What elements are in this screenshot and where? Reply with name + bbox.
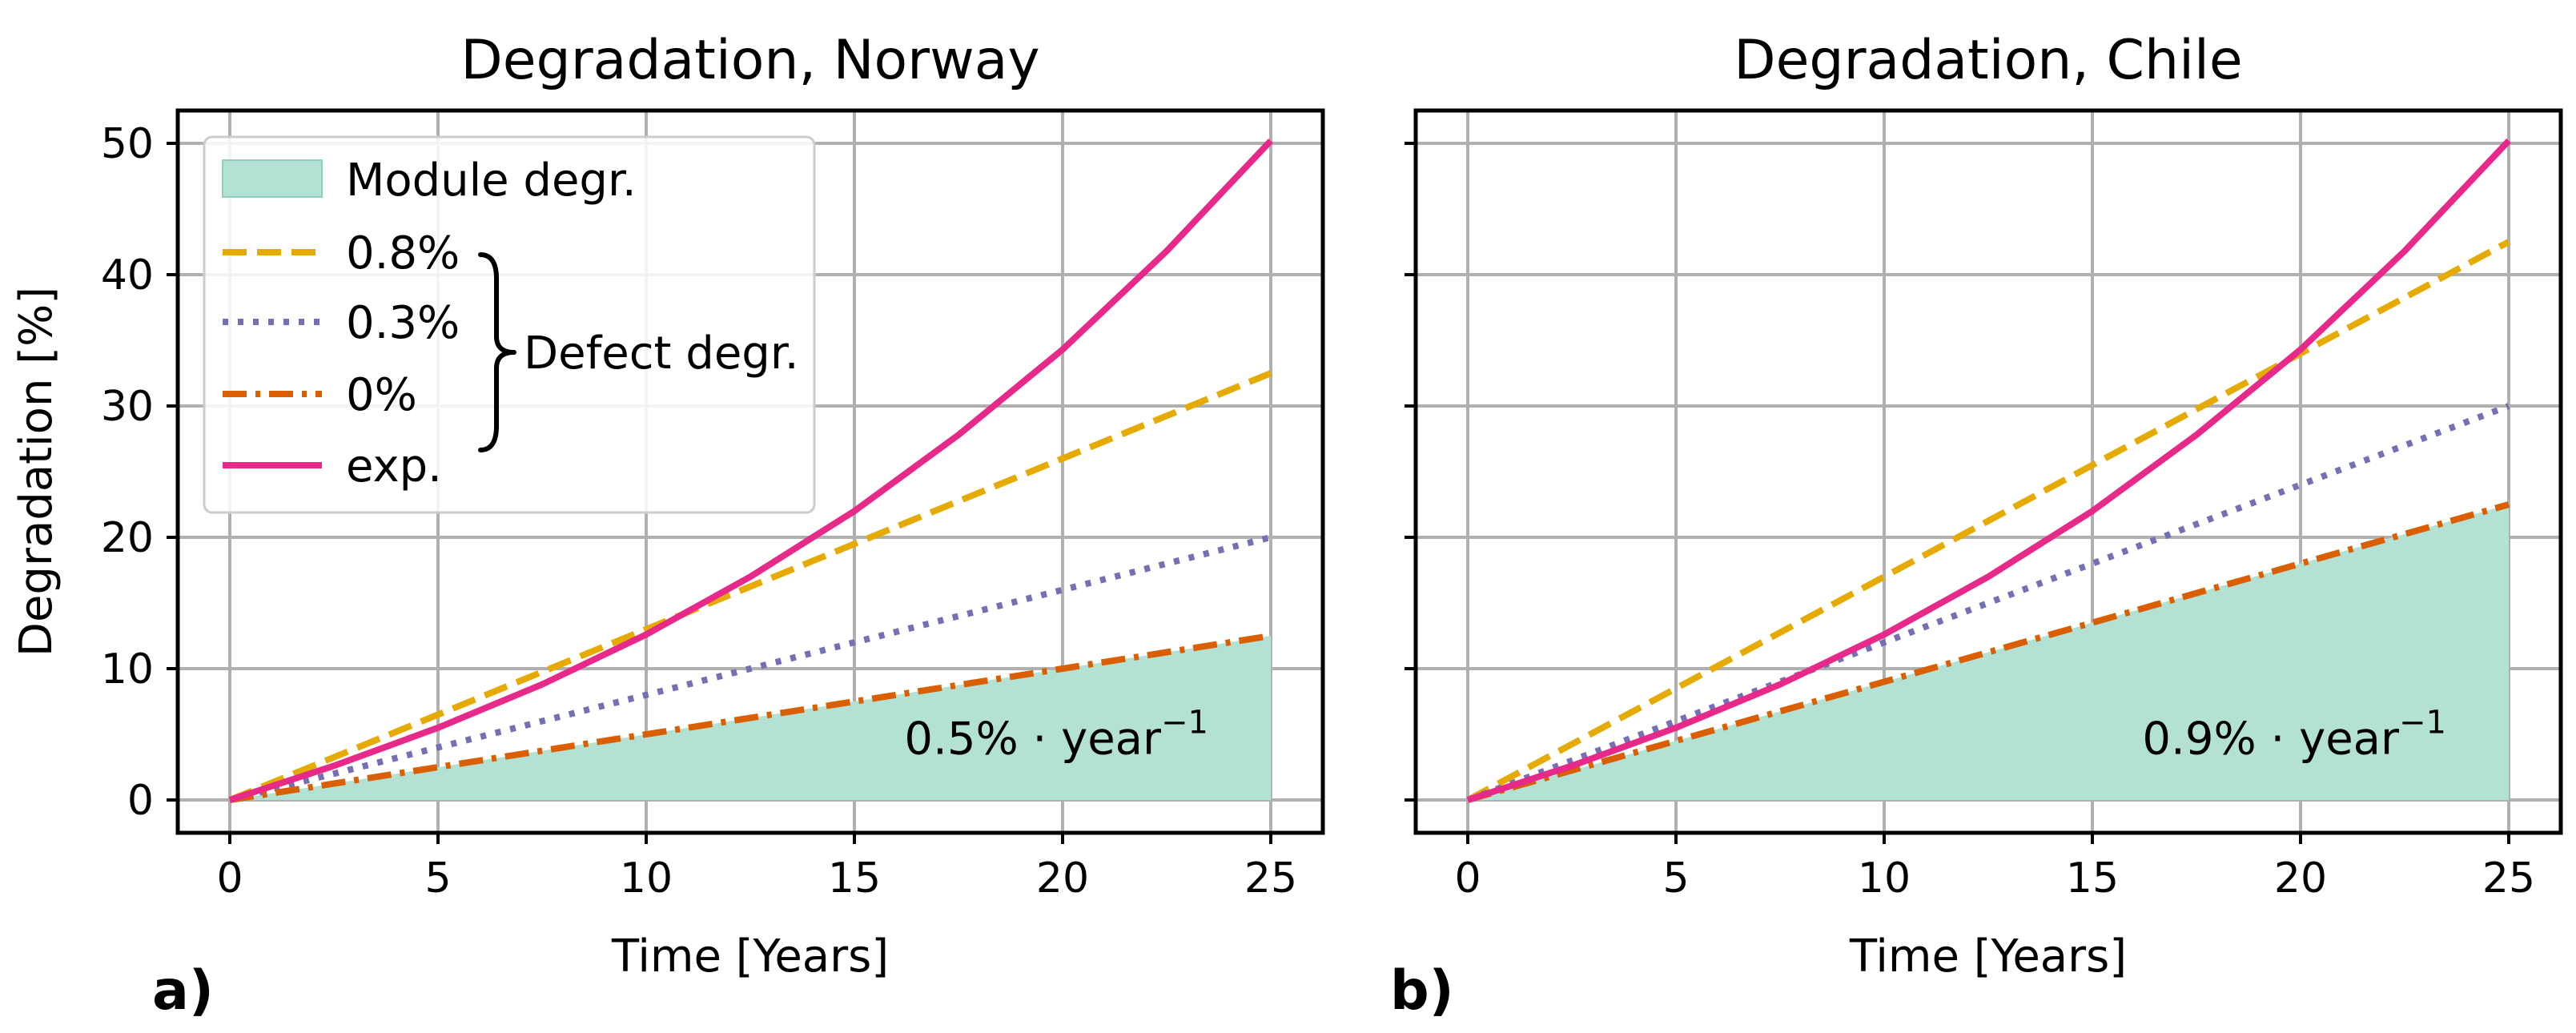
- y-tick-label: 10: [101, 645, 154, 693]
- x-tick-label: 25: [2482, 854, 2535, 902]
- panel-label: a): [152, 959, 214, 1023]
- legend-bracket: [478, 252, 516, 452]
- rate-annotation-exponent: −1: [2399, 705, 2446, 742]
- x-tick-label: 15: [828, 854, 881, 902]
- series-line-exp-: [228, 138, 1273, 803]
- x-tick-label: 0: [216, 854, 243, 902]
- panel-norway: 0 5 10 15 20 25 0 10 20 30 40 50 Degradation, Norway…: [10, 29, 1325, 1023]
- series-line-0pct: [1466, 501, 2510, 803]
- y-tick-label: 30: [101, 383, 154, 431]
- legend-entry-label: 0.8%: [346, 227, 460, 279]
- x-axis-label: Time [Years]: [1849, 931, 2127, 983]
- rate-annotation: 0.5% · year−1: [904, 705, 1208, 766]
- legend-entry-label: 0.3%: [346, 297, 460, 349]
- series-line-exp-: [1466, 138, 2511, 803]
- x-tick-label: 15: [2066, 854, 2119, 902]
- x-tick-label: 5: [424, 854, 451, 902]
- x-tick-label: 10: [620, 854, 673, 902]
- plot-frame: [175, 108, 1325, 835]
- legend-entry-label: Module degr.: [346, 155, 637, 207]
- chart-title: Degradation, Norway: [460, 29, 1039, 92]
- legend-entry-label: exp.: [346, 440, 442, 492]
- legend-box: [203, 135, 816, 514]
- y-tick-label: 50: [101, 120, 154, 168]
- legend-swatch-fill: [222, 159, 323, 198]
- series-line-0-3pct: [229, 534, 1272, 803]
- y-tick-label: 20: [101, 514, 154, 562]
- x-tick-label: 25: [1244, 854, 1297, 902]
- rate-annotation-exponent: −1: [1161, 705, 1208, 742]
- series-line-0pct: [229, 633, 1272, 803]
- series-line-0-8pct: [1466, 239, 2510, 803]
- x-tick-label: 10: [1858, 854, 1911, 902]
- x-tick-label: 20: [2274, 854, 2327, 902]
- legend-entry-label: 0%: [346, 369, 417, 421]
- series-line-0-8pct: [228, 370, 1272, 803]
- series-line-0-3pct: [1466, 403, 2510, 803]
- legend: Module degr. 0.8% 0.3% 0% exp. Defect degr.: [203, 135, 816, 514]
- y-tick-label: 0: [127, 777, 154, 825]
- x-axis-label: Time [Years]: [611, 931, 889, 983]
- x-tick-label: 5: [1662, 854, 1689, 902]
- y-axis-label: Degradation [%]: [10, 287, 62, 657]
- x-tick-label: 0: [1454, 854, 1481, 902]
- chart-title: Degradation, Chile: [1734, 29, 2243, 92]
- plot-frame: [1413, 108, 2563, 835]
- legend-bracket-label: Defect degr.: [524, 328, 799, 380]
- rate-annotation: 0.9% · year−1: [2142, 705, 2446, 766]
- panel-label: b): [1390, 959, 1454, 1023]
- y-tick-label: 40: [101, 251, 154, 299]
- panel-chile: 0 5 10 15 20 25 Degradation, Chile Time [Years]…: [1390, 29, 2563, 1023]
- x-tick-label: 20: [1036, 854, 1089, 902]
